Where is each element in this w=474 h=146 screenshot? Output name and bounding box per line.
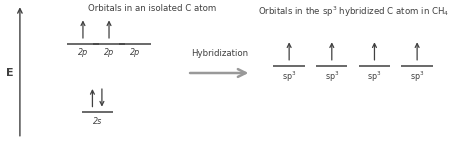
Text: sp$^3$: sp$^3$	[325, 70, 339, 85]
Text: Hybridization: Hybridization	[191, 49, 248, 58]
Text: 2p: 2p	[104, 48, 114, 57]
Text: sp$^3$: sp$^3$	[282, 70, 296, 85]
Text: 2s: 2s	[92, 117, 102, 126]
Text: Orbitals in an isolated C atom: Orbitals in an isolated C atom	[88, 4, 216, 13]
Text: E: E	[6, 68, 13, 78]
Text: 2p: 2p	[78, 48, 88, 57]
Text: sp$^3$: sp$^3$	[410, 70, 424, 85]
Text: sp$^3$: sp$^3$	[367, 70, 382, 85]
Text: 2p: 2p	[130, 48, 140, 57]
Text: Orbitals in the sp$^3$ hybridized C atom in CH$_4$: Orbitals in the sp$^3$ hybridized C atom…	[258, 4, 450, 19]
